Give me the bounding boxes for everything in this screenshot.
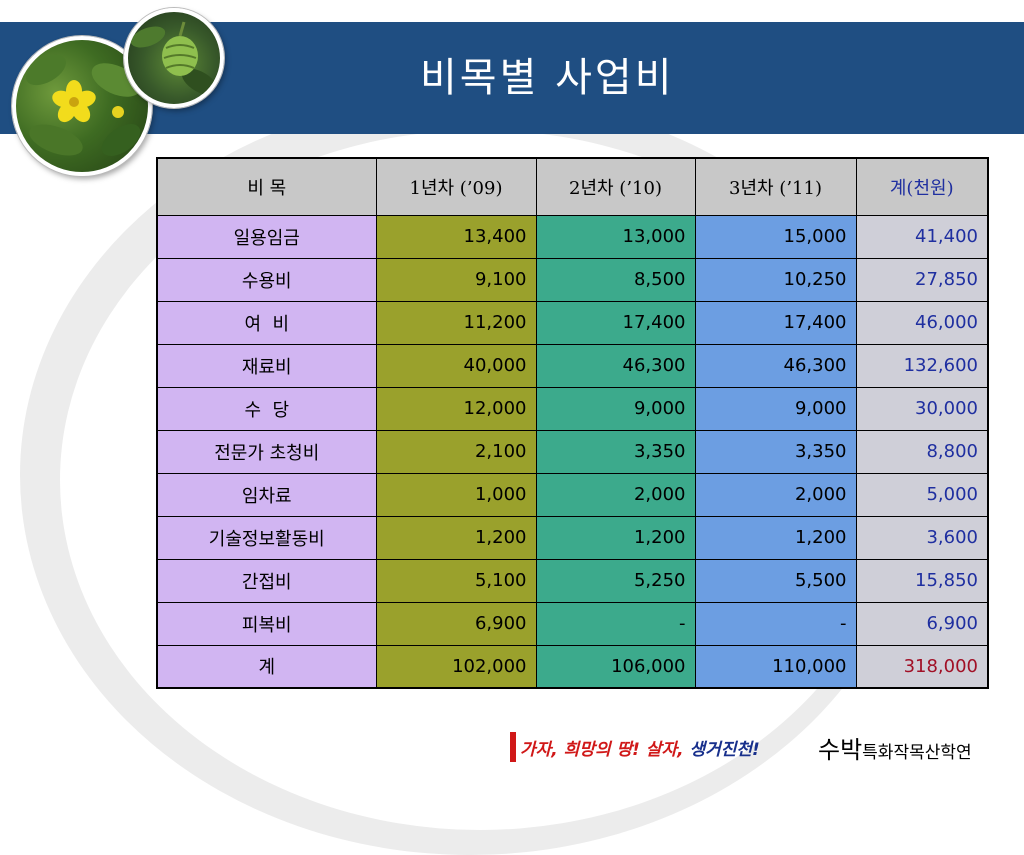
cell-year1: 5,100 [375,558,537,603]
cell-total: 5,000 [855,472,989,517]
cell-item: 간접비 [156,558,377,603]
cell-total: 30,000 [855,386,989,431]
table-header-row: 비 목 1년차 (’09) 2년차 (’10) 3년차 (’11) 계(천원) [156,157,989,216]
cell-year1: 1,000 [375,472,537,517]
cell-total: 132,600 [855,343,989,388]
table-row: 기술정보활동비 1,200 1,200 1,200 3,600 [156,515,989,560]
cell-year1: 11,200 [375,300,537,345]
header-year1: 1년차 (’09) [375,157,537,216]
cell-item: 일용임금 [156,214,377,259]
watermelon-fruit-photo [124,8,224,108]
cell-grand-total: 318,000 [855,644,989,689]
cell-item: 기술정보활동비 [156,515,377,560]
cell-item: 수용비 [156,257,377,302]
header-total: 계(천원) [855,157,989,216]
header-year2: 2년차 (’10) [535,157,696,216]
cell-year3: 2,000 [694,472,857,517]
cell-year3: 46,300 [694,343,857,388]
cell-year3: 10,250 [694,257,857,302]
cell-year1: 40,000 [375,343,537,388]
slogan-part-1: 가자, [520,739,558,760]
cell-item: 임차료 [156,472,377,517]
cell-year3: 9,000 [694,386,857,431]
cell-year2: - [535,601,696,646]
cell-year3: 5,500 [694,558,857,603]
table-row: 수용비 9,100 8,500 10,250 27,850 [156,257,989,302]
slogan-logo: 가자, 희망의 땅! 살자, 생거진천! [510,730,760,764]
slogan-bar [510,732,516,762]
table-row: 임차료 1,000 2,000 2,000 5,000 [156,472,989,517]
cell-year3: - [694,601,857,646]
slide-title: 비목별 사업비 [420,55,675,101]
cell-item: 재료비 [156,343,377,388]
cell-total: 6,900 [855,601,989,646]
cell-year2: 13,000 [535,214,696,259]
cell-total: 41,400 [855,214,989,259]
cell-year3: 17,400 [694,300,857,345]
cell-year2: 5,250 [535,558,696,603]
cell-item: 피복비 [156,601,377,646]
cell-year1: 9,100 [375,257,537,302]
cell-year3: 110,000 [694,644,857,689]
header-year3: 3년차 (’11) [694,157,857,216]
cell-year1: 2,100 [375,429,537,474]
cell-item: 수 당 [156,386,377,431]
table-row: 간접비 5,100 5,250 5,500 15,850 [156,558,989,603]
cell-year1: 102,000 [375,644,537,689]
table-row: 여 비 11,200 17,400 17,400 46,000 [156,300,989,345]
brand-label: 수박 특화작목산학연 [818,730,972,764]
slogan-part-3: 살자, [645,739,684,760]
cell-year1: 12,000 [375,386,537,431]
cell-year2: 9,000 [535,386,696,431]
table-row: 전문가 초청비 2,100 3,350 3,350 8,800 [156,429,989,474]
cell-total: 27,850 [855,257,989,302]
budget-table: 비 목 1년차 (’09) 2년차 (’10) 3년차 (’11) 계(천원) … [156,157,989,689]
header-item: 비 목 [156,157,377,216]
cell-year2: 106,000 [535,644,696,689]
table-row: 일용임금 13,400 13,000 15,000 41,400 [156,214,989,259]
cell-year2: 17,400 [535,300,696,345]
cell-year3: 3,350 [694,429,857,474]
cell-year3: 1,200 [694,515,857,560]
table-row: 피복비 6,900 - - 6,900 [156,601,989,646]
cell-year1: 13,400 [375,214,537,259]
cell-year2: 8,500 [535,257,696,302]
cell-year2: 46,300 [535,343,696,388]
cell-total: 46,000 [855,300,989,345]
cell-year1: 6,900 [375,601,537,646]
cell-year1: 1,200 [375,515,537,560]
slogan-part-2: 희망의 땅! [563,739,640,760]
cell-total: 3,600 [855,515,989,560]
cell-year2: 1,200 [535,515,696,560]
cell-item: 전문가 초청비 [156,429,377,474]
cell-year2: 2,000 [535,472,696,517]
brand-big: 수박 [818,736,863,764]
cell-year3: 15,000 [694,214,857,259]
table-row: 수 당 12,000 9,000 9,000 30,000 [156,386,989,431]
table-row: 재료비 40,000 46,300 46,300 132,600 [156,343,989,388]
cell-total: 8,800 [855,429,989,474]
cell-item: 여 비 [156,300,377,345]
cell-total: 15,850 [855,558,989,603]
slogan-part-4: 생거진천! [689,739,760,760]
cell-year2: 3,350 [535,429,696,474]
table-row-total: 계 102,000 106,000 110,000 318,000 [156,644,989,689]
brand-small: 특화작목산학연 [862,743,972,763]
cell-item: 계 [156,644,377,689]
